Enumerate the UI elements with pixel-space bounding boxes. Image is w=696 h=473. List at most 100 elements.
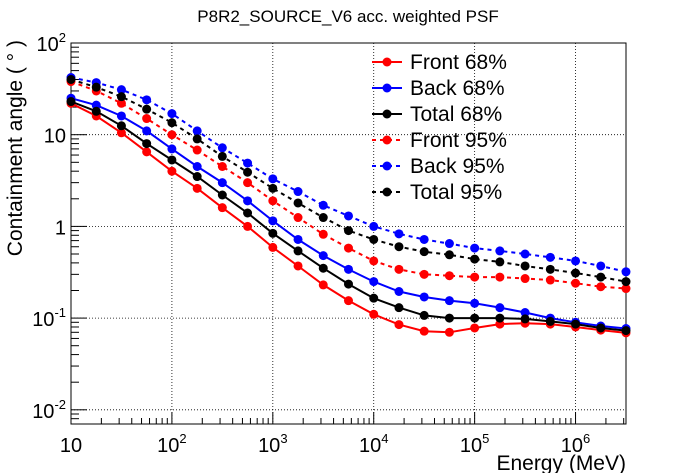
legend-marker bbox=[382, 57, 392, 67]
series-line bbox=[70, 78, 627, 283]
data-point bbox=[444, 327, 454, 337]
data-point bbox=[167, 166, 177, 176]
data-point bbox=[419, 292, 429, 302]
data-point bbox=[318, 229, 328, 239]
data-point bbox=[142, 104, 152, 114]
data-point bbox=[596, 282, 606, 292]
data-point bbox=[394, 264, 404, 274]
data-point bbox=[495, 272, 505, 282]
series-total-68 bbox=[66, 97, 631, 336]
data-point bbox=[470, 313, 480, 323]
data-point bbox=[520, 314, 530, 324]
data-point bbox=[621, 326, 631, 336]
y-axis-ticks: 102 10 1 10-1 10-2 bbox=[32, 30, 87, 425]
data-point bbox=[192, 145, 202, 155]
legend-marker bbox=[382, 135, 392, 145]
data-point bbox=[545, 275, 555, 285]
y-axis-label: Containment angle ( ° ) bbox=[4, 40, 27, 256]
data-point bbox=[192, 126, 202, 136]
legend-marker bbox=[382, 161, 392, 171]
data-point bbox=[268, 183, 278, 193]
legend-label: Back 95% bbox=[410, 155, 505, 178]
data-point bbox=[243, 221, 253, 231]
data-point bbox=[394, 320, 404, 330]
data-point bbox=[419, 310, 429, 320]
plot-frame bbox=[70, 42, 627, 425]
data-point bbox=[545, 316, 555, 326]
data-point bbox=[495, 313, 505, 323]
legend-label: Back 68% bbox=[410, 77, 505, 100]
data-point bbox=[444, 239, 454, 249]
data-point bbox=[343, 296, 353, 306]
data-point bbox=[571, 278, 581, 288]
data-point bbox=[318, 280, 328, 290]
data-point bbox=[142, 114, 152, 124]
chart-title: P8R2_SOURCE_V6 acc. weighted PSF bbox=[197, 7, 498, 26]
data-point bbox=[444, 313, 454, 323]
legend-item: Front 68% bbox=[372, 51, 507, 74]
data-point bbox=[444, 271, 454, 281]
series-total-95 bbox=[66, 74, 631, 287]
data-point bbox=[91, 106, 101, 116]
data-point bbox=[293, 234, 303, 244]
data-point bbox=[167, 118, 177, 128]
data-point bbox=[217, 203, 227, 213]
data-point bbox=[394, 287, 404, 297]
data-point bbox=[243, 178, 253, 188]
legend-label: Front 68% bbox=[410, 51, 507, 74]
data-point bbox=[343, 211, 353, 221]
y-tick-label: 102 bbox=[37, 30, 66, 56]
data-point bbox=[343, 264, 353, 274]
data-point bbox=[571, 256, 581, 266]
data-point bbox=[217, 161, 227, 171]
data-point bbox=[520, 274, 530, 284]
data-point bbox=[343, 243, 353, 253]
data-point bbox=[268, 216, 278, 226]
data-point bbox=[243, 167, 253, 177]
series-line bbox=[70, 80, 627, 290]
data-point bbox=[293, 246, 303, 256]
data-point bbox=[91, 82, 101, 92]
x-tick-label: 106 bbox=[561, 431, 590, 457]
legend-label: Total 68% bbox=[410, 103, 502, 126]
data-point bbox=[419, 269, 429, 279]
legend-item: Total 95% bbox=[372, 181, 502, 204]
data-point bbox=[596, 323, 606, 333]
data-point bbox=[293, 187, 303, 197]
data-point bbox=[268, 196, 278, 206]
data-point bbox=[394, 303, 404, 313]
data-point bbox=[545, 252, 555, 262]
data-point bbox=[571, 319, 581, 329]
data-point bbox=[116, 98, 126, 108]
data-point bbox=[470, 254, 480, 264]
data-point bbox=[394, 229, 404, 239]
x-tick-label: 103 bbox=[258, 431, 287, 457]
data-point bbox=[268, 228, 278, 238]
data-point bbox=[243, 208, 253, 218]
data-point bbox=[192, 172, 202, 182]
data-point bbox=[192, 134, 202, 144]
data-point bbox=[621, 284, 631, 294]
data-point bbox=[243, 158, 253, 168]
data-point bbox=[318, 213, 328, 223]
data-point bbox=[167, 155, 177, 165]
plot-border bbox=[70, 42, 627, 425]
data-point bbox=[495, 303, 505, 313]
legend-item: Back 95% bbox=[372, 155, 505, 178]
x-tick-label: 105 bbox=[460, 431, 489, 457]
data-point bbox=[318, 200, 328, 210]
x-tick-label: 10 bbox=[60, 435, 82, 457]
data-point bbox=[394, 242, 404, 252]
data-point bbox=[369, 221, 379, 231]
data-point bbox=[268, 174, 278, 184]
data-point bbox=[621, 267, 631, 277]
data-point bbox=[470, 323, 480, 333]
data-point bbox=[343, 279, 353, 289]
data-point bbox=[116, 85, 126, 95]
legend-marker bbox=[382, 109, 392, 119]
data-point bbox=[318, 263, 328, 273]
data-point bbox=[470, 298, 480, 308]
data-point bbox=[142, 95, 152, 105]
data-point bbox=[520, 261, 530, 271]
data-point bbox=[142, 147, 152, 157]
